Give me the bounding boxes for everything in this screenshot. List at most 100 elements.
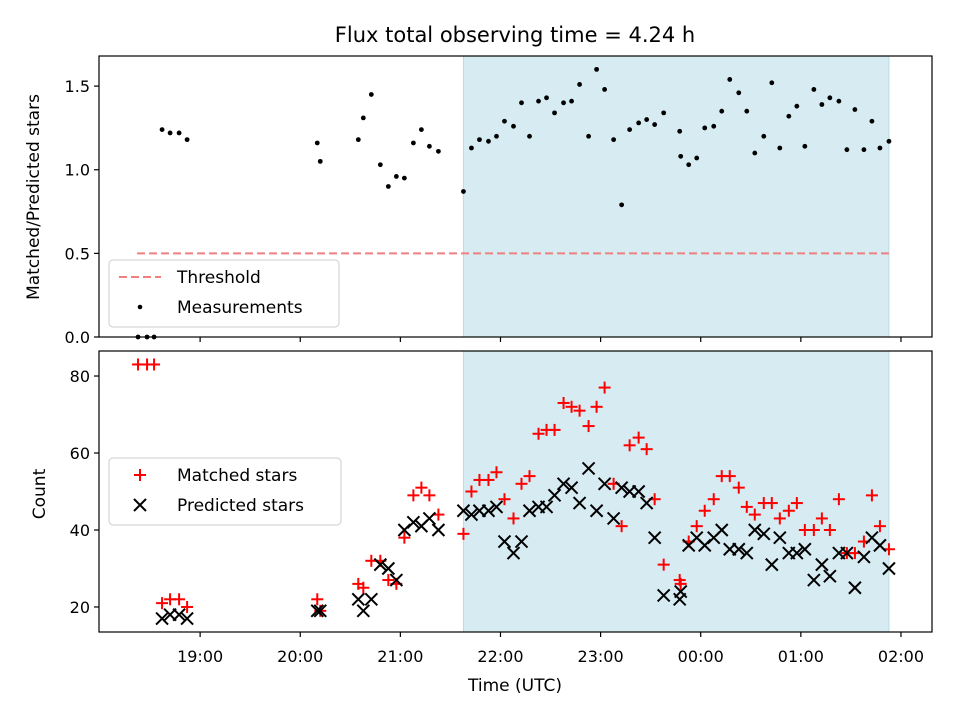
measurement-point [368, 92, 374, 97]
predicted-star-point [732, 542, 746, 556]
predicted-star-point [773, 530, 787, 545]
measurement-point [836, 98, 842, 104]
measurement-point [794, 103, 800, 109]
matched-star-point [723, 470, 736, 483]
matched-star-point [507, 512, 520, 525]
matched-star-point [690, 520, 703, 533]
matched-stars-legend-swatch [134, 469, 146, 481]
measurement-point [719, 108, 725, 114]
measurement-point [711, 123, 717, 129]
x-tick-label: 23:00 [578, 647, 624, 666]
predicted-star-point [389, 573, 404, 587]
predicted-star-point [882, 561, 896, 576]
matched-star-point [740, 500, 753, 513]
threshold-legend-label: Threshold [176, 268, 261, 288]
predicted-star-point [456, 504, 471, 518]
matched-star-point [590, 400, 603, 413]
predicted-star-point [431, 523, 446, 537]
predicted-star-point [790, 546, 804, 560]
predicted-star-point [798, 542, 812, 556]
bottom-legend: Matched stars Predicted stars [108, 457, 342, 526]
matched-star-point [598, 381, 611, 394]
matched-star-point [148, 358, 161, 371]
matched-star-point [582, 420, 595, 433]
matched-star-point [807, 523, 820, 536]
predicted-star-point [840, 546, 854, 560]
measurement-point [355, 137, 361, 143]
matched-star-point [415, 481, 428, 494]
measurement-point [577, 82, 582, 87]
measurement-point [401, 175, 407, 181]
bottom-plot-area [132, 358, 896, 626]
matched-star-point [490, 466, 503, 479]
measurement-point [552, 110, 557, 116]
matched-star-point [815, 512, 828, 525]
predicted-star-point [172, 607, 186, 622]
predicted-star-point [631, 484, 646, 499]
predicted-stars-legend-label: Predicted stars [177, 496, 304, 516]
measurements-legend-label: Measurements [177, 298, 303, 318]
matched-star-point [748, 508, 761, 521]
predicted-star-point [351, 592, 366, 606]
top-y-axis-label: Matched/Predicted stars [24, 94, 44, 300]
top-legend-box [108, 259, 340, 328]
predicted-star-point [823, 569, 837, 583]
matched-star-point [407, 489, 420, 502]
predicted-star-point [464, 507, 479, 522]
measurement-point [769, 80, 775, 86]
measurement-point [802, 143, 808, 149]
matched-star-point [698, 504, 711, 517]
top-panel: 0.0 0.5 1.0 1.5 Matched/Predicted stars Thr… [24, 55, 933, 347]
matched-star-point [707, 493, 720, 506]
predicted-star-point [373, 557, 388, 572]
predicted-star-point [597, 477, 612, 491]
predicted-star-point [715, 523, 729, 537]
matched-star-point [790, 497, 803, 510]
measurement-point [314, 140, 320, 146]
predicted-star-point [614, 480, 629, 495]
bottom-y-tick-label: 60 [70, 444, 90, 463]
top-y-ticks: 0.0 0.5 1.0 1.5 [65, 77, 99, 347]
measurement-point [844, 147, 850, 153]
x-tick-label: 21:00 [377, 647, 423, 666]
predicted-star-point [748, 523, 762, 537]
x-tick-label: 20:00 [277, 647, 323, 666]
predicted-star-point [406, 515, 421, 530]
measurement-point [619, 202, 625, 208]
bottom-panel: 20 40 60 80 19:00 20:00 21:00 22:00 23:00 00:00 0… [30, 350, 933, 696]
matched-star-point [515, 477, 528, 490]
matched-star-point [623, 439, 636, 452]
predicted-star-point [873, 538, 887, 553]
predicted-star-point [807, 573, 821, 587]
measurement-point [761, 133, 767, 139]
measurement-point [636, 120, 642, 126]
predicted-star-point [497, 534, 512, 549]
measurement-point [694, 155, 700, 161]
predicted-star-point [514, 534, 529, 549]
measurement-point [544, 95, 549, 101]
measurement-point [569, 98, 574, 104]
matched-star-point [615, 520, 628, 533]
predicted-star-point [656, 588, 671, 603]
measurement-point [611, 137, 617, 143]
x-tick-label: 22:00 [477, 647, 523, 666]
measurement-point [811, 87, 817, 92]
bottom-y-ticks: 20 40 60 80 [70, 367, 99, 617]
top-y-tick-label: 1.0 [65, 161, 90, 180]
predicted-star-point [639, 496, 654, 510]
measurement-point [777, 145, 783, 151]
top-y-tick-label: 0.5 [65, 244, 90, 263]
bottom-y-axis-label: Count [30, 468, 50, 519]
measurement-point [786, 113, 792, 119]
measurement-point [652, 122, 658, 127]
chart-title: Flux total observing time = 4.24 h [335, 23, 695, 47]
matched-star-point [873, 520, 886, 533]
predicted-star-point [673, 584, 688, 599]
predicted-star-point [556, 477, 571, 491]
measurement-point [644, 117, 650, 122]
matched-star-point [181, 600, 194, 613]
measurement-point [536, 98, 541, 104]
top-plot-area [135, 66, 892, 340]
predicted-star-point [506, 546, 521, 560]
